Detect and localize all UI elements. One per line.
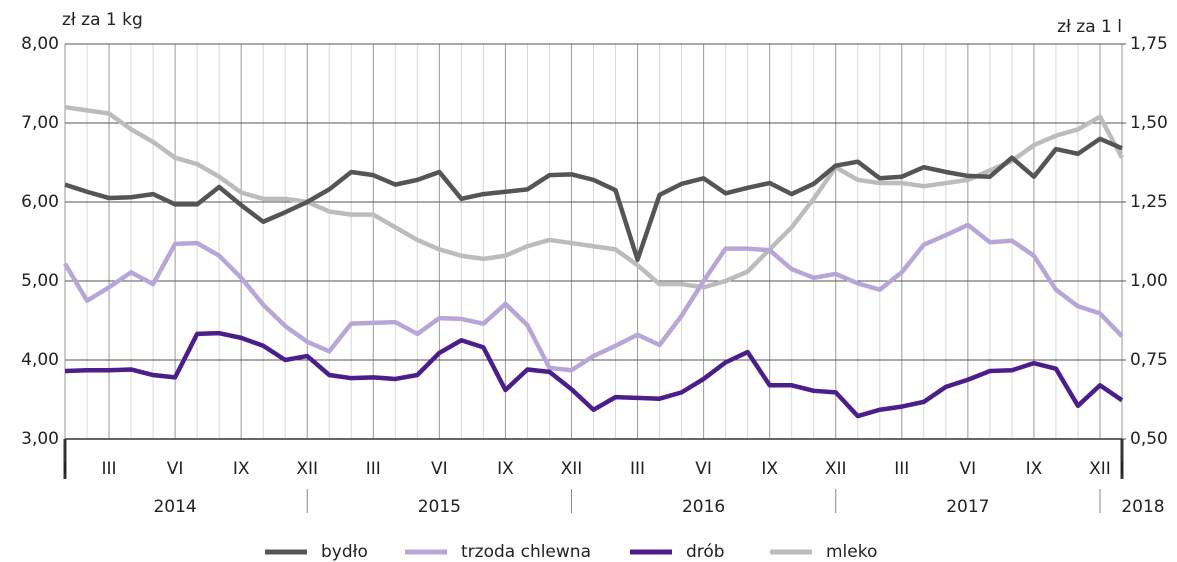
y2-tick-label: 1,25 bbox=[1130, 192, 1168, 212]
y2-axis-label: zł za 1 l bbox=[1057, 17, 1122, 37]
year-label: 2017 bbox=[946, 497, 989, 517]
x-tick-label: IX bbox=[1026, 459, 1043, 479]
x-tick-label: VI bbox=[960, 459, 977, 479]
series-line bbox=[64, 330, 1124, 419]
x-tick-label: XII bbox=[1089, 459, 1111, 479]
x-tick-label: XII bbox=[825, 459, 847, 479]
y-tick-label: 5,00 bbox=[21, 271, 59, 291]
legend-label: bydło bbox=[321, 542, 368, 562]
year-label: 2014 bbox=[153, 497, 196, 517]
y2-tick-label: 1,50 bbox=[1130, 113, 1168, 133]
y2-tick-label: 0,50 bbox=[1130, 429, 1168, 449]
x-tick-label: IX bbox=[761, 459, 778, 479]
x-tick-label: I bbox=[62, 459, 67, 479]
y-tick-label: 6,00 bbox=[21, 192, 59, 212]
year-label: 2015 bbox=[418, 497, 461, 517]
x-tick-label: III bbox=[894, 459, 909, 479]
y-tick-label: 4,00 bbox=[21, 350, 59, 370]
x-tick-label: VI bbox=[167, 459, 184, 479]
legend-label: mleko bbox=[826, 542, 877, 562]
series-line bbox=[63, 222, 1124, 373]
x-tick-label: VI bbox=[695, 459, 712, 479]
year-label: 2018 bbox=[1121, 497, 1164, 517]
y2-tick-label: 1,75 bbox=[1130, 34, 1168, 54]
y2-tick-label: 0,75 bbox=[1130, 350, 1168, 370]
y-tick-label: 7,00 bbox=[21, 113, 59, 133]
x-tick-label: III bbox=[630, 459, 645, 479]
legend-label: drób bbox=[686, 542, 725, 562]
x-tick-label: III bbox=[366, 459, 381, 479]
x-tick-label: I bbox=[1119, 459, 1124, 479]
series-line bbox=[64, 136, 1123, 262]
legend-label: trzoda chlewna bbox=[461, 542, 591, 562]
x-tick-label: IX bbox=[497, 459, 514, 479]
y-tick-label: 3,00 bbox=[21, 429, 59, 449]
year-label: 2016 bbox=[682, 497, 725, 517]
x-tick-label: III bbox=[102, 459, 117, 479]
y2-tick-label: 1,00 bbox=[1130, 271, 1168, 291]
x-tick-label: IX bbox=[233, 459, 250, 479]
y-axis-label: zł za 1 kg bbox=[62, 10, 143, 30]
x-tick-label: XII bbox=[561, 459, 583, 479]
series-line bbox=[64, 104, 1124, 290]
y-tick-label: 8,00 bbox=[21, 34, 59, 54]
x-tick-label: VI bbox=[431, 459, 448, 479]
x-tick-label: XII bbox=[296, 459, 318, 479]
